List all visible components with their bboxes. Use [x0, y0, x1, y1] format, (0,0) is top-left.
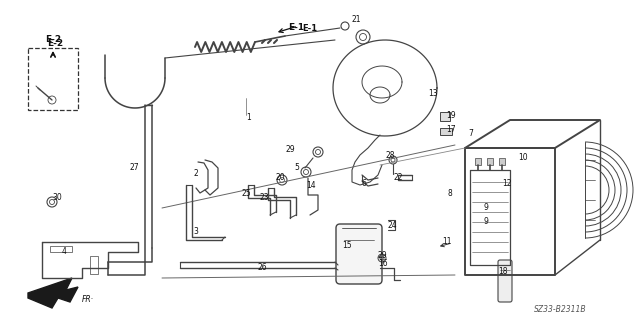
Bar	[487, 158, 493, 165]
Text: 5: 5	[294, 164, 299, 173]
FancyBboxPatch shape	[336, 224, 382, 284]
Text: 19: 19	[446, 112, 456, 121]
Text: 29: 29	[378, 250, 388, 259]
Polygon shape	[28, 278, 78, 308]
Text: 30: 30	[52, 194, 61, 203]
Bar	[28, 48, 78, 110]
Bar	[90, 256, 98, 274]
Text: 23: 23	[260, 192, 269, 202]
Text: 18: 18	[498, 268, 508, 277]
Bar	[475, 158, 481, 165]
Text: 17: 17	[446, 125, 456, 135]
Text: E-2: E-2	[47, 39, 63, 48]
Text: 22: 22	[393, 174, 403, 182]
FancyBboxPatch shape	[498, 260, 512, 302]
Bar	[50, 246, 72, 252]
Text: 8: 8	[448, 189, 452, 197]
Text: 16: 16	[378, 258, 388, 268]
Text: 27: 27	[130, 164, 140, 173]
Text: 12: 12	[502, 179, 511, 188]
Text: E-1: E-1	[302, 24, 317, 33]
Text: 11: 11	[442, 238, 451, 247]
Text: E-2: E-2	[45, 35, 61, 44]
Text: 13: 13	[428, 88, 438, 98]
Text: 4: 4	[62, 248, 67, 256]
Text: 2: 2	[193, 168, 198, 177]
Text: 24: 24	[388, 220, 397, 229]
Bar	[440, 128, 452, 135]
Text: 3: 3	[193, 227, 198, 236]
Text: E-1: E-1	[288, 24, 304, 33]
Text: 10: 10	[518, 153, 527, 162]
Bar	[499, 158, 505, 165]
Text: 9: 9	[483, 204, 488, 212]
Text: 25: 25	[242, 189, 252, 197]
Text: 21: 21	[352, 16, 362, 25]
Text: 28: 28	[386, 151, 396, 160]
Text: SZ33-B2311B: SZ33-B2311B	[534, 306, 586, 315]
Text: FR·: FR·	[82, 295, 94, 304]
Text: 1: 1	[246, 113, 251, 122]
Text: 14: 14	[306, 181, 316, 189]
Text: 26: 26	[258, 263, 268, 272]
Text: 7: 7	[468, 129, 473, 137]
Text: 29: 29	[285, 145, 294, 154]
Text: 15: 15	[342, 241, 351, 249]
Text: 6: 6	[362, 179, 367, 188]
Text: 9: 9	[483, 218, 488, 226]
Bar	[440, 112, 450, 121]
Text: 20: 20	[276, 174, 285, 182]
